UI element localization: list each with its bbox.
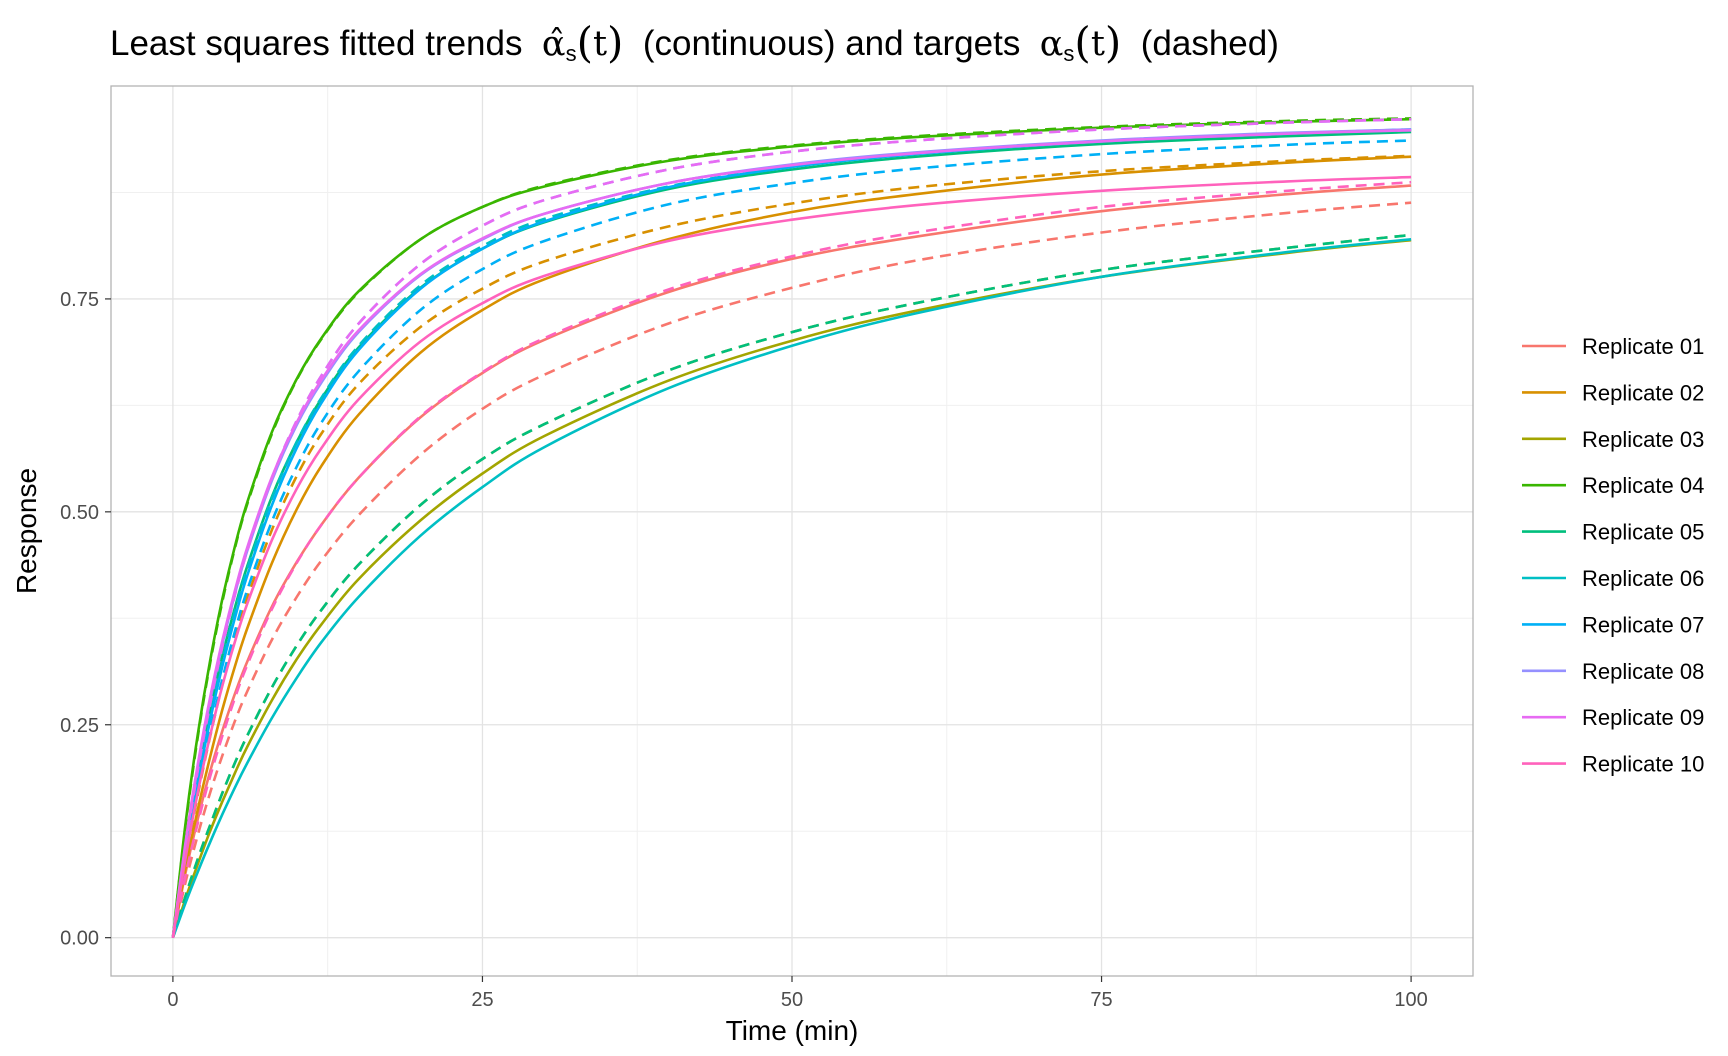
legend-label: Replicate 08 (1582, 659, 1704, 684)
legend-label: Replicate 09 (1582, 705, 1704, 730)
legend-item: Replicate 08 (1522, 659, 1704, 684)
legend-label: Replicate 02 (1582, 380, 1704, 405)
y-tick-label: 0.75 (60, 289, 99, 311)
legend-item: Replicate 10 (1522, 752, 1704, 777)
y-axis-title: Response (11, 468, 42, 594)
target-subscript: s (1063, 41, 1075, 66)
target-symbol: α (1039, 24, 1064, 64)
legend: Replicate 01 Replicate 02 Replicate 03 Repl… (1522, 334, 1704, 777)
x-tick-label: 50 (781, 989, 803, 1011)
x-tick-label: 25 (471, 989, 493, 1011)
replicate-07-target-line (171, 139, 1412, 938)
replicate-09-target-line (171, 117, 1412, 938)
title-prefix: Least squares fitted trends (110, 24, 523, 63)
fitted-symbol: α̂ (541, 24, 566, 64)
legend-label: Replicate 03 (1582, 427, 1704, 452)
x-tick-label: 0 (167, 989, 178, 1011)
y-tick-label: 0.25 (60, 715, 99, 737)
title-middle: (continuous) and targets (642, 24, 1021, 63)
legend-label: Replicate 07 (1582, 612, 1704, 637)
y-tick-label: 0.00 (60, 928, 99, 950)
replicate-10-target-line (171, 180, 1412, 938)
legend-item: Replicate 06 (1522, 566, 1704, 591)
legend-item: Replicate 09 (1522, 705, 1704, 730)
replicate-10-fitted-line (171, 175, 1412, 938)
legend-label: Replicate 01 (1582, 334, 1704, 359)
fitted-subscript: s (565, 41, 577, 66)
replicate-02-fitted-line (171, 155, 1412, 938)
legend-label: Replicate 04 (1582, 473, 1704, 498)
legend-item: Replicate 02 (1522, 380, 1704, 405)
replicate-06-fitted-line (171, 238, 1412, 939)
legend-item: Replicate 04 (1522, 473, 1704, 498)
legend-label: Replicate 06 (1582, 566, 1704, 591)
series-layer (171, 117, 1412, 939)
title-suffix: (dashed) (1140, 24, 1279, 63)
legend-item: Replicate 03 (1522, 427, 1704, 452)
chart-title: Least squares fitted trends α̂s(t) (cont… (110, 18, 1279, 67)
replicate-09-fitted-line (171, 129, 1412, 938)
legend-item: Replicate 07 (1522, 612, 1704, 637)
x-tick-label: 75 (1090, 989, 1112, 1011)
axis-layer: 0 25 50 75 100 0.00 0.25 0.50 0.75 (60, 289, 1428, 1011)
y-tick-label: 0.50 (60, 502, 99, 524)
replicate-05-target-line (171, 233, 1412, 939)
legend-item: Replicate 05 (1522, 520, 1704, 545)
legend-label: Replicate 10 (1582, 752, 1704, 777)
legend-label: Replicate 05 (1582, 520, 1704, 545)
x-axis-title: Time (min) (726, 1015, 859, 1046)
legend-item: Replicate 01 (1522, 334, 1704, 359)
replicate-01-target-line (171, 201, 1412, 938)
target-arg: t (1090, 24, 1105, 64)
replicate-04-fitted-line (171, 117, 1412, 938)
fitted-arg: t (592, 24, 608, 64)
x-tick-label: 100 (1394, 989, 1427, 1011)
grid-layer (111, 86, 1473, 976)
